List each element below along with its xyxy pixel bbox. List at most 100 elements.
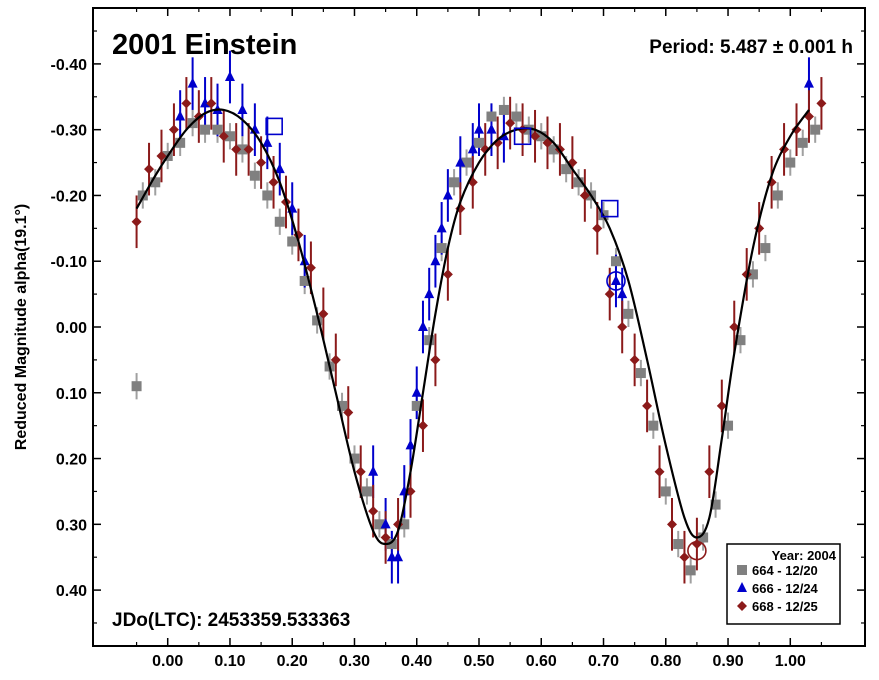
- highlight-square-marker: [265, 117, 283, 136]
- data-point-triangle: [430, 255, 441, 266]
- data-point-triangle: [368, 465, 379, 476]
- data-point-square: [150, 177, 161, 188]
- y-axis-ticks: -0.40 -0.30 -0.20 -0.10 0.00 0.10 0.20 0.30 0.40: [51, 30, 865, 624]
- x-tick-label: 0.50: [463, 653, 494, 670]
- data-point-square: [436, 243, 447, 254]
- data-point-diamond: [156, 150, 167, 161]
- data-point-square: [262, 190, 273, 201]
- data-point-square: [785, 157, 796, 168]
- data-point-triangle: [380, 518, 391, 529]
- data-point-triangle: [405, 439, 416, 450]
- data-point-diamond: [442, 269, 453, 280]
- data-point-diamond: [231, 144, 242, 155]
- data-point-triangle: [224, 71, 235, 82]
- epoch-label: JDo(LTC): 2453359.533363: [112, 610, 350, 631]
- data-point-square: [175, 137, 186, 148]
- data-point-square: [474, 137, 484, 148]
- data-point-square: [797, 137, 808, 148]
- y-tick-label: 0.30: [56, 517, 87, 534]
- data-point-diamond: [642, 400, 653, 411]
- data-point-square: [274, 216, 285, 227]
- data-point-square: [548, 144, 559, 155]
- data-point-diamond: [355, 466, 366, 477]
- data-point-square: [772, 190, 783, 201]
- data-point-square: [299, 275, 310, 286]
- highlight-square-marker: [513, 127, 532, 146]
- data-point-triangle: [393, 551, 404, 562]
- data-point-square: [399, 519, 410, 530]
- data-point-square: [723, 420, 734, 431]
- data-point-diamond: [480, 144, 491, 155]
- legend: Year: 2004 664 - 12/20 666 - 12/24 668 - 1…: [726, 543, 841, 625]
- data-point-square: [610, 256, 621, 267]
- data-point-square: [810, 124, 821, 135]
- legend-items: 664 - 12/20 666 - 12/24 668 - 12/25: [737, 563, 819, 614]
- data-point-square: [685, 565, 696, 576]
- x-tick-label: 0.90: [712, 653, 743, 670]
- legend-entry-label: 664 - 12/20: [752, 563, 818, 578]
- data-point-triangle: [237, 103, 248, 114]
- data-point-square: [461, 157, 472, 168]
- data-point-square: [635, 368, 646, 379]
- x-tick-label: 1.00: [775, 653, 806, 670]
- data-point-diamond: [430, 354, 441, 365]
- data-point-triangle: [200, 97, 211, 108]
- data-point-diamond: [368, 506, 379, 517]
- data-point-triangle: [486, 123, 497, 134]
- data-point-square: [312, 315, 323, 326]
- data-point-triangle: [617, 288, 628, 299]
- legend-entry-label: 668 - 12/25: [752, 599, 818, 614]
- data-point-diamond: [505, 118, 516, 129]
- data-point-diamond: [256, 157, 267, 168]
- data-point-square: [498, 104, 509, 115]
- data-point-diamond: [218, 131, 229, 142]
- data-point-diamond: [679, 552, 690, 563]
- data-point-square: [212, 124, 223, 135]
- data-point-diamond: [305, 262, 316, 273]
- data-point-triangle: [467, 143, 478, 154]
- data-point-triangle: [455, 156, 466, 167]
- y-tick-label: -0.40: [51, 57, 88, 74]
- data-point-triangle: [610, 274, 621, 285]
- data-point-square: [361, 486, 372, 497]
- data-point-triangle: [262, 136, 273, 147]
- data-point-square: [249, 170, 260, 181]
- data-point-square: [747, 269, 758, 280]
- data-point-diamond: [144, 164, 155, 175]
- data-point-diamond: [816, 98, 827, 109]
- data-point-diamond: [517, 124, 528, 135]
- data-point-square: [710, 499, 721, 510]
- data-point-diamond: [268, 177, 279, 188]
- legend-marker-square: [737, 565, 747, 575]
- x-tick-label: 0.10: [214, 653, 245, 670]
- data-point-triangle: [442, 189, 453, 200]
- data-point-square: [424, 335, 435, 346]
- data-point-square: [374, 519, 385, 530]
- data-point-square: [486, 111, 497, 122]
- data-point-triangle: [417, 321, 428, 331]
- data-point-square: [200, 124, 211, 135]
- data-point-square: [698, 532, 709, 543]
- data-point-diamond: [330, 354, 341, 365]
- y-tick-label: 0.00: [56, 320, 87, 337]
- y-axis-label: Reduced Magnitude alpha(19.1°): [13, 204, 30, 450]
- data-point-triangle: [803, 77, 814, 88]
- x-tick-label: 0.80: [650, 653, 681, 670]
- data-point-diamond: [617, 322, 628, 332]
- x-tick-label: 0.20: [277, 653, 308, 670]
- data-point-diamond: [206, 98, 217, 109]
- data-point-square: [287, 236, 298, 247]
- y-tick-label: -0.10: [51, 254, 88, 271]
- data-point-square: [523, 124, 534, 135]
- data-point-square: [623, 308, 634, 319]
- y-tick-label: -0.20: [51, 188, 88, 205]
- data-point-triangle: [411, 386, 422, 397]
- data-point-square: [511, 111, 522, 122]
- data-point-square: [573, 177, 584, 188]
- data-point-square: [561, 164, 572, 175]
- data-point-triangle: [175, 110, 186, 121]
- legend-box: [726, 543, 841, 625]
- data-point-square: [735, 335, 746, 346]
- data-point-diamond: [604, 289, 615, 300]
